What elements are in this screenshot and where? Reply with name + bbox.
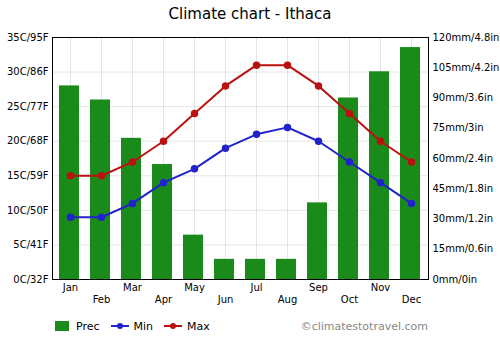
svg-text:90mm/3.6in: 90mm/3.6in	[433, 92, 494, 103]
svg-text:120mm/4.8in: 120mm/4.8in	[433, 32, 500, 43]
svg-text:Apr: Apr	[155, 294, 173, 305]
html-text:Max: Max	[187, 319, 210, 333]
svg-text:Feb: Feb	[93, 294, 111, 305]
svg-text:30C/86F: 30C/86F	[7, 66, 49, 77]
svg-text:Sep: Sep	[309, 282, 328, 293]
svg-text:45mm/1.8in: 45mm/1.8in	[433, 183, 494, 194]
html-text:Min: Min	[133, 319, 154, 333]
svg-text:105mm/4.2in: 105mm/4.2in	[433, 62, 500, 73]
html-text:Climate chart - Ithaca: Climate chart - Ithaca	[168, 5, 332, 23]
svg-text:Jan: Jan	[62, 282, 78, 293]
svg-text:0mm/0in: 0mm/0in	[433, 274, 478, 285]
svg-text:10C/50F: 10C/50F	[7, 205, 49, 216]
svg-text:25C/77F: 25C/77F	[7, 101, 49, 112]
html-text:©climatestotravel.com: ©climatestotravel.com	[300, 319, 428, 333]
svg-text:Mar: Mar	[123, 282, 143, 293]
svg-text:60mm/2.4in: 60mm/2.4in	[433, 153, 494, 164]
svg-text:20C/68F: 20C/68F	[7, 135, 49, 146]
svg-text:5C/41F: 5C/41F	[13, 239, 48, 250]
svg-text:May: May	[184, 282, 205, 293]
svg-text:15C/59F: 15C/59F	[7, 170, 49, 181]
svg-text:Jun: Jun	[217, 294, 234, 305]
svg-text:Dec: Dec	[402, 294, 421, 305]
svg-text:0C/32F: 0C/32F	[13, 274, 48, 285]
svg-text:Aug: Aug	[278, 294, 298, 305]
svg-text:Nov: Nov	[371, 282, 391, 293]
svg-text:75mm/3in: 75mm/3in	[433, 122, 484, 133]
svg-text:Jul: Jul	[249, 282, 262, 293]
html-text:Prec: Prec	[76, 319, 100, 333]
svg-text:35C/95F: 35C/95F	[7, 32, 49, 43]
svg-text:Oct: Oct	[341, 294, 358, 305]
svg-text:15mm/0.6in: 15mm/0.6in	[433, 243, 494, 254]
svg-text:30mm/1.2in: 30mm/1.2in	[433, 213, 494, 224]
